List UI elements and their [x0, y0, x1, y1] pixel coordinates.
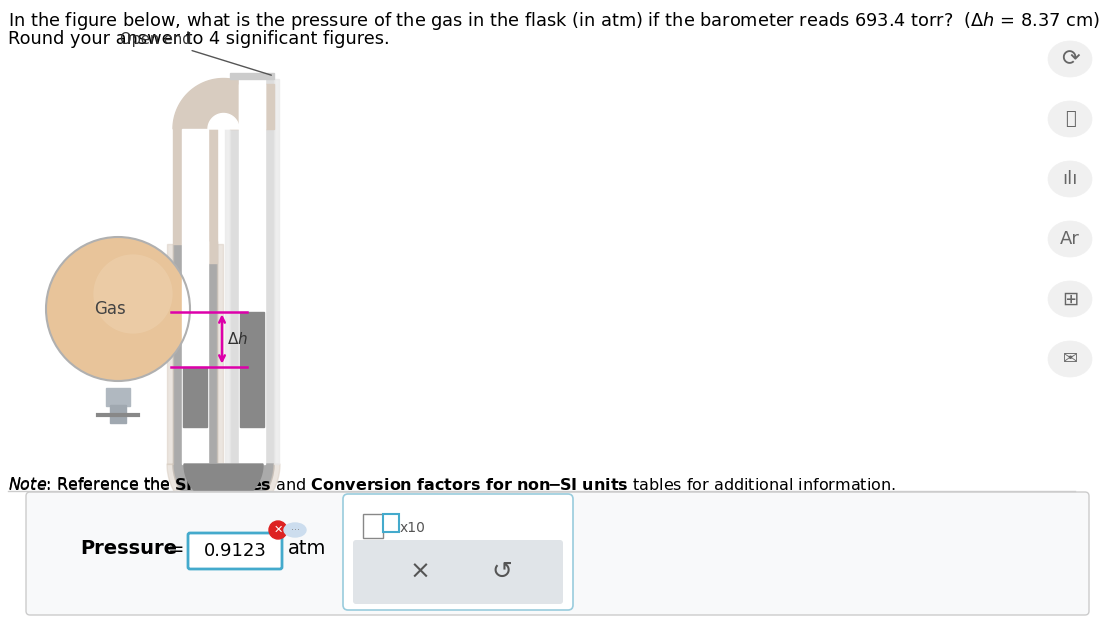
Polygon shape: [173, 464, 274, 514]
Circle shape: [269, 521, 287, 539]
Ellipse shape: [1048, 221, 1092, 257]
FancyBboxPatch shape: [383, 514, 399, 532]
Bar: [173, 244, 217, 464]
Bar: [238, 84, 265, 129]
Text: atm: atm: [288, 540, 327, 558]
Text: Round your answer to 4 significant figures.: Round your answer to 4 significant figur…: [8, 30, 390, 48]
Ellipse shape: [1048, 101, 1092, 137]
FancyBboxPatch shape: [343, 494, 573, 610]
Bar: [106, 388, 130, 406]
Polygon shape: [184, 464, 263, 503]
Bar: [167, 244, 173, 464]
Ellipse shape: [284, 523, 306, 537]
Text: ılı: ılı: [1062, 170, 1078, 188]
Text: ✕: ✕: [274, 525, 283, 535]
Text: ✉: ✉: [1062, 350, 1078, 368]
Bar: [238, 79, 265, 464]
Text: Pressure: Pressure: [79, 540, 177, 558]
Ellipse shape: [1048, 341, 1092, 377]
Polygon shape: [167, 464, 280, 521]
Bar: [217, 244, 223, 464]
Text: ↺: ↺: [491, 560, 512, 584]
Circle shape: [51, 242, 185, 376]
Bar: [230, 84, 274, 129]
Circle shape: [56, 247, 180, 371]
Text: $\it{Note}$: Reference the: $\it{Note}$: Reference the: [8, 476, 171, 492]
FancyBboxPatch shape: [363, 514, 383, 538]
Bar: [182, 129, 208, 244]
Text: ···: ···: [290, 525, 299, 535]
Text: $\Delta h$: $\Delta h$: [227, 331, 248, 347]
Text: In the figure below, what is the pressure of the gas in the flask (in atm) if th: In the figure below, what is the pressur…: [8, 10, 1100, 32]
Bar: [110, 405, 126, 423]
Text: $\it{Note}$: Reference the $\bf{SI\ prefixes}$ and $\bf{Conversion\ factors\ for: $\it{Note}$: Reference the $\bf{SI\ pref…: [8, 476, 896, 495]
Ellipse shape: [1048, 41, 1092, 77]
Circle shape: [94, 254, 172, 334]
Text: 🖹: 🖹: [1064, 110, 1075, 128]
FancyBboxPatch shape: [188, 533, 282, 569]
Ellipse shape: [1048, 281, 1092, 317]
Bar: [185, 241, 208, 263]
Text: =: =: [168, 540, 184, 558]
Bar: [182, 244, 208, 464]
Bar: [173, 129, 217, 244]
Bar: [185, 241, 217, 263]
Bar: [274, 79, 279, 464]
Bar: [230, 79, 274, 464]
Bar: [225, 79, 230, 464]
Text: Gas: Gas: [94, 300, 126, 318]
FancyBboxPatch shape: [353, 540, 563, 604]
Text: 0.9123: 0.9123: [203, 542, 266, 560]
Text: x10: x10: [400, 521, 426, 535]
Ellipse shape: [1048, 161, 1092, 197]
Polygon shape: [208, 113, 238, 129]
Bar: [183, 366, 208, 426]
Text: Open end: Open end: [120, 32, 272, 75]
Polygon shape: [173, 79, 274, 129]
FancyBboxPatch shape: [26, 492, 1089, 615]
Text: ×: ×: [410, 560, 431, 584]
Text: Ar: Ar: [1060, 230, 1080, 248]
Text: ⊞: ⊞: [1062, 290, 1079, 308]
Text: ⟳: ⟳: [1061, 49, 1080, 69]
Polygon shape: [208, 464, 238, 480]
Bar: [230, 73, 274, 79]
Bar: [240, 311, 264, 426]
Circle shape: [46, 237, 190, 381]
